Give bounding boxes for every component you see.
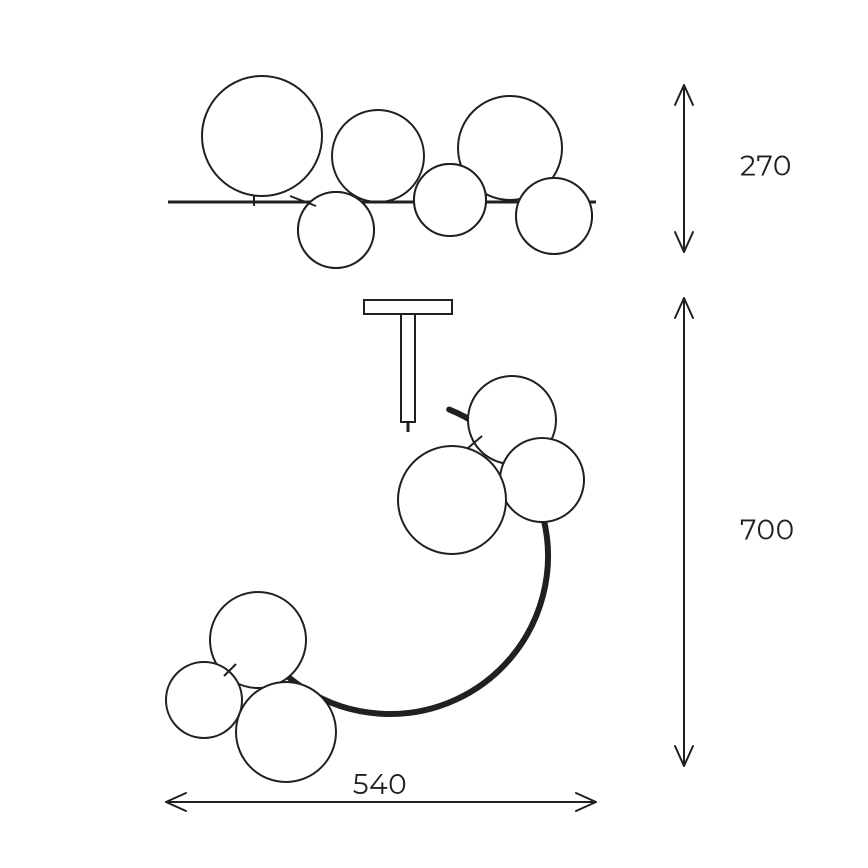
globe [202,76,322,196]
ceiling-plate [364,300,452,314]
globe [398,446,506,554]
globe [236,682,336,782]
globe [166,662,242,738]
globe [500,438,584,522]
dim-label-270: 270 [740,149,792,183]
globe [414,164,486,236]
globe [332,110,424,202]
top-view [168,76,596,268]
dim-label-700: 700 [740,513,795,547]
stem [401,314,415,422]
dim-label-540: 540 [353,768,408,802]
side-view [166,300,584,782]
globe [516,178,592,254]
